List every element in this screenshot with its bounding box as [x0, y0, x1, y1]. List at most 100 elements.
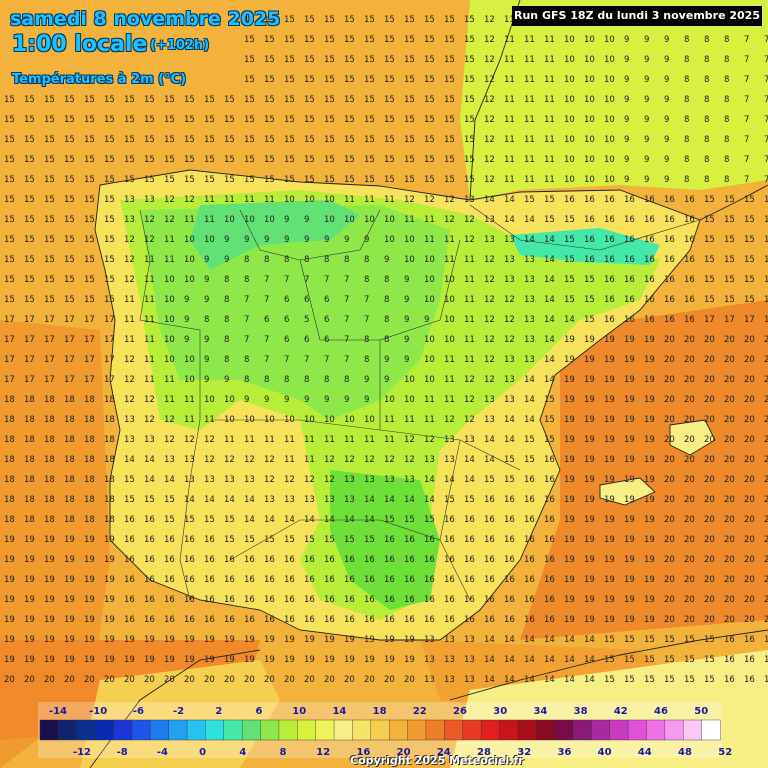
grid-value: 9	[324, 235, 329, 245]
grid-value: 16	[284, 615, 295, 625]
grid-value: 14	[524, 235, 535, 245]
grid-value: 15	[524, 455, 535, 465]
grid-value: 14	[544, 255, 555, 265]
grid-value: 15	[44, 175, 55, 185]
grid-value: 15	[544, 195, 555, 205]
cantabrian-cold-zone	[190, 200, 360, 270]
grid-value: 7	[284, 355, 289, 365]
grid-value: 18	[44, 435, 55, 445]
grid-value: 16	[544, 575, 555, 585]
grid-value: 15	[244, 175, 255, 185]
scale-label-bottom: -4	[157, 747, 168, 758]
grid-value: 19	[644, 395, 655, 405]
grid-value: 8	[724, 135, 729, 145]
grid-value: 15	[244, 95, 255, 105]
grid-value: 13	[524, 315, 535, 325]
grid-value: 15	[104, 155, 115, 165]
grid-value: 15	[644, 635, 655, 645]
grid-value: 15	[384, 35, 395, 45]
grid-value: 15	[544, 435, 555, 445]
grid-value: 15	[164, 175, 175, 185]
grid-value: 11	[424, 415, 435, 425]
grid-value: 12	[484, 255, 495, 265]
grid-value: 11	[504, 15, 515, 25]
grid-value: 15	[404, 175, 415, 185]
grid-value: 20	[764, 455, 768, 465]
grid-value: 15	[24, 255, 35, 265]
grid-value: 19	[644, 495, 655, 505]
grid-value: 20	[704, 495, 715, 505]
grid-value: 16	[684, 195, 695, 205]
scale-swatch	[370, 719, 390, 741]
grid-value: 15	[264, 15, 275, 25]
grid-value: 19	[84, 635, 95, 645]
grid-value: 10	[204, 395, 215, 405]
grid-value: 15	[744, 235, 755, 245]
grid-value: 12	[204, 435, 215, 445]
scale-swatch	[315, 719, 335, 741]
grid-value: 16	[544, 595, 555, 605]
grid-value: 16	[424, 535, 435, 545]
grid-value: 11	[524, 115, 535, 125]
grid-value: 13	[524, 295, 535, 305]
grid-value: 9	[184, 315, 189, 325]
grid-value: 17	[724, 315, 735, 325]
grid-value: 19	[604, 435, 615, 445]
grid-value: 15	[204, 95, 215, 105]
grid-value: 15	[244, 15, 255, 25]
grid-value: 14	[584, 675, 595, 685]
grid-value: 18	[24, 455, 35, 465]
grid-value: 14	[584, 635, 595, 645]
grid-value: 15	[184, 135, 195, 145]
grid-value: 14	[464, 455, 475, 465]
grid-value: 15	[504, 455, 515, 465]
grid-value: 13	[184, 475, 195, 485]
grid-value: 15	[404, 75, 415, 85]
grid-value: 11	[524, 175, 535, 185]
grid-value: 20	[304, 675, 315, 685]
grid-value: 15	[664, 655, 675, 665]
grid-value: 10	[444, 315, 455, 325]
grid-value: 15	[204, 175, 215, 185]
grid-value: 20	[664, 415, 675, 425]
grid-value: 11	[204, 195, 215, 205]
grid-value: 17	[24, 375, 35, 385]
grid-value: 15	[724, 255, 735, 265]
grid-value: 16	[164, 535, 175, 545]
grid-value: 9	[644, 95, 649, 105]
grid-value: 7	[764, 155, 768, 165]
grid-value: 20	[664, 435, 675, 445]
grid-value: 12	[144, 415, 155, 425]
grid-value: 15	[484, 475, 495, 485]
grid-value: 15	[244, 135, 255, 145]
grid-value: 15	[464, 55, 475, 65]
grid-value: 15	[4, 175, 15, 185]
grid-value: 11	[464, 275, 475, 285]
grid-value: 20	[24, 675, 35, 685]
grid-value: 11	[204, 215, 215, 225]
grid-value: 14	[484, 455, 495, 465]
grid-value: 16	[524, 535, 535, 545]
scale-label-bottom: 28	[477, 747, 491, 758]
grid-value: 18	[24, 515, 35, 525]
grid-value: 12	[464, 235, 475, 245]
grid-value: 19	[104, 615, 115, 625]
grid-value: 6	[284, 335, 289, 345]
grid-value: 14	[284, 515, 295, 525]
grid-value: 17	[104, 355, 115, 365]
grid-value: 10	[404, 375, 415, 385]
grid-value: 16	[544, 515, 555, 525]
grid-value: 17	[44, 375, 55, 385]
grid-value: 20	[264, 675, 275, 685]
grid-value: 15	[344, 15, 355, 25]
grid-value: 16	[404, 555, 415, 565]
grid-value: 16	[624, 215, 635, 225]
grid-value: 19	[604, 535, 615, 545]
scale-swatch	[572, 719, 593, 741]
grid-value: 9	[664, 35, 669, 45]
grid-value: 17	[64, 335, 75, 345]
grid-value: 15	[344, 175, 355, 185]
grid-value: 10	[584, 115, 595, 125]
grid-value: 12	[284, 475, 295, 485]
grid-value: 19	[604, 415, 615, 425]
